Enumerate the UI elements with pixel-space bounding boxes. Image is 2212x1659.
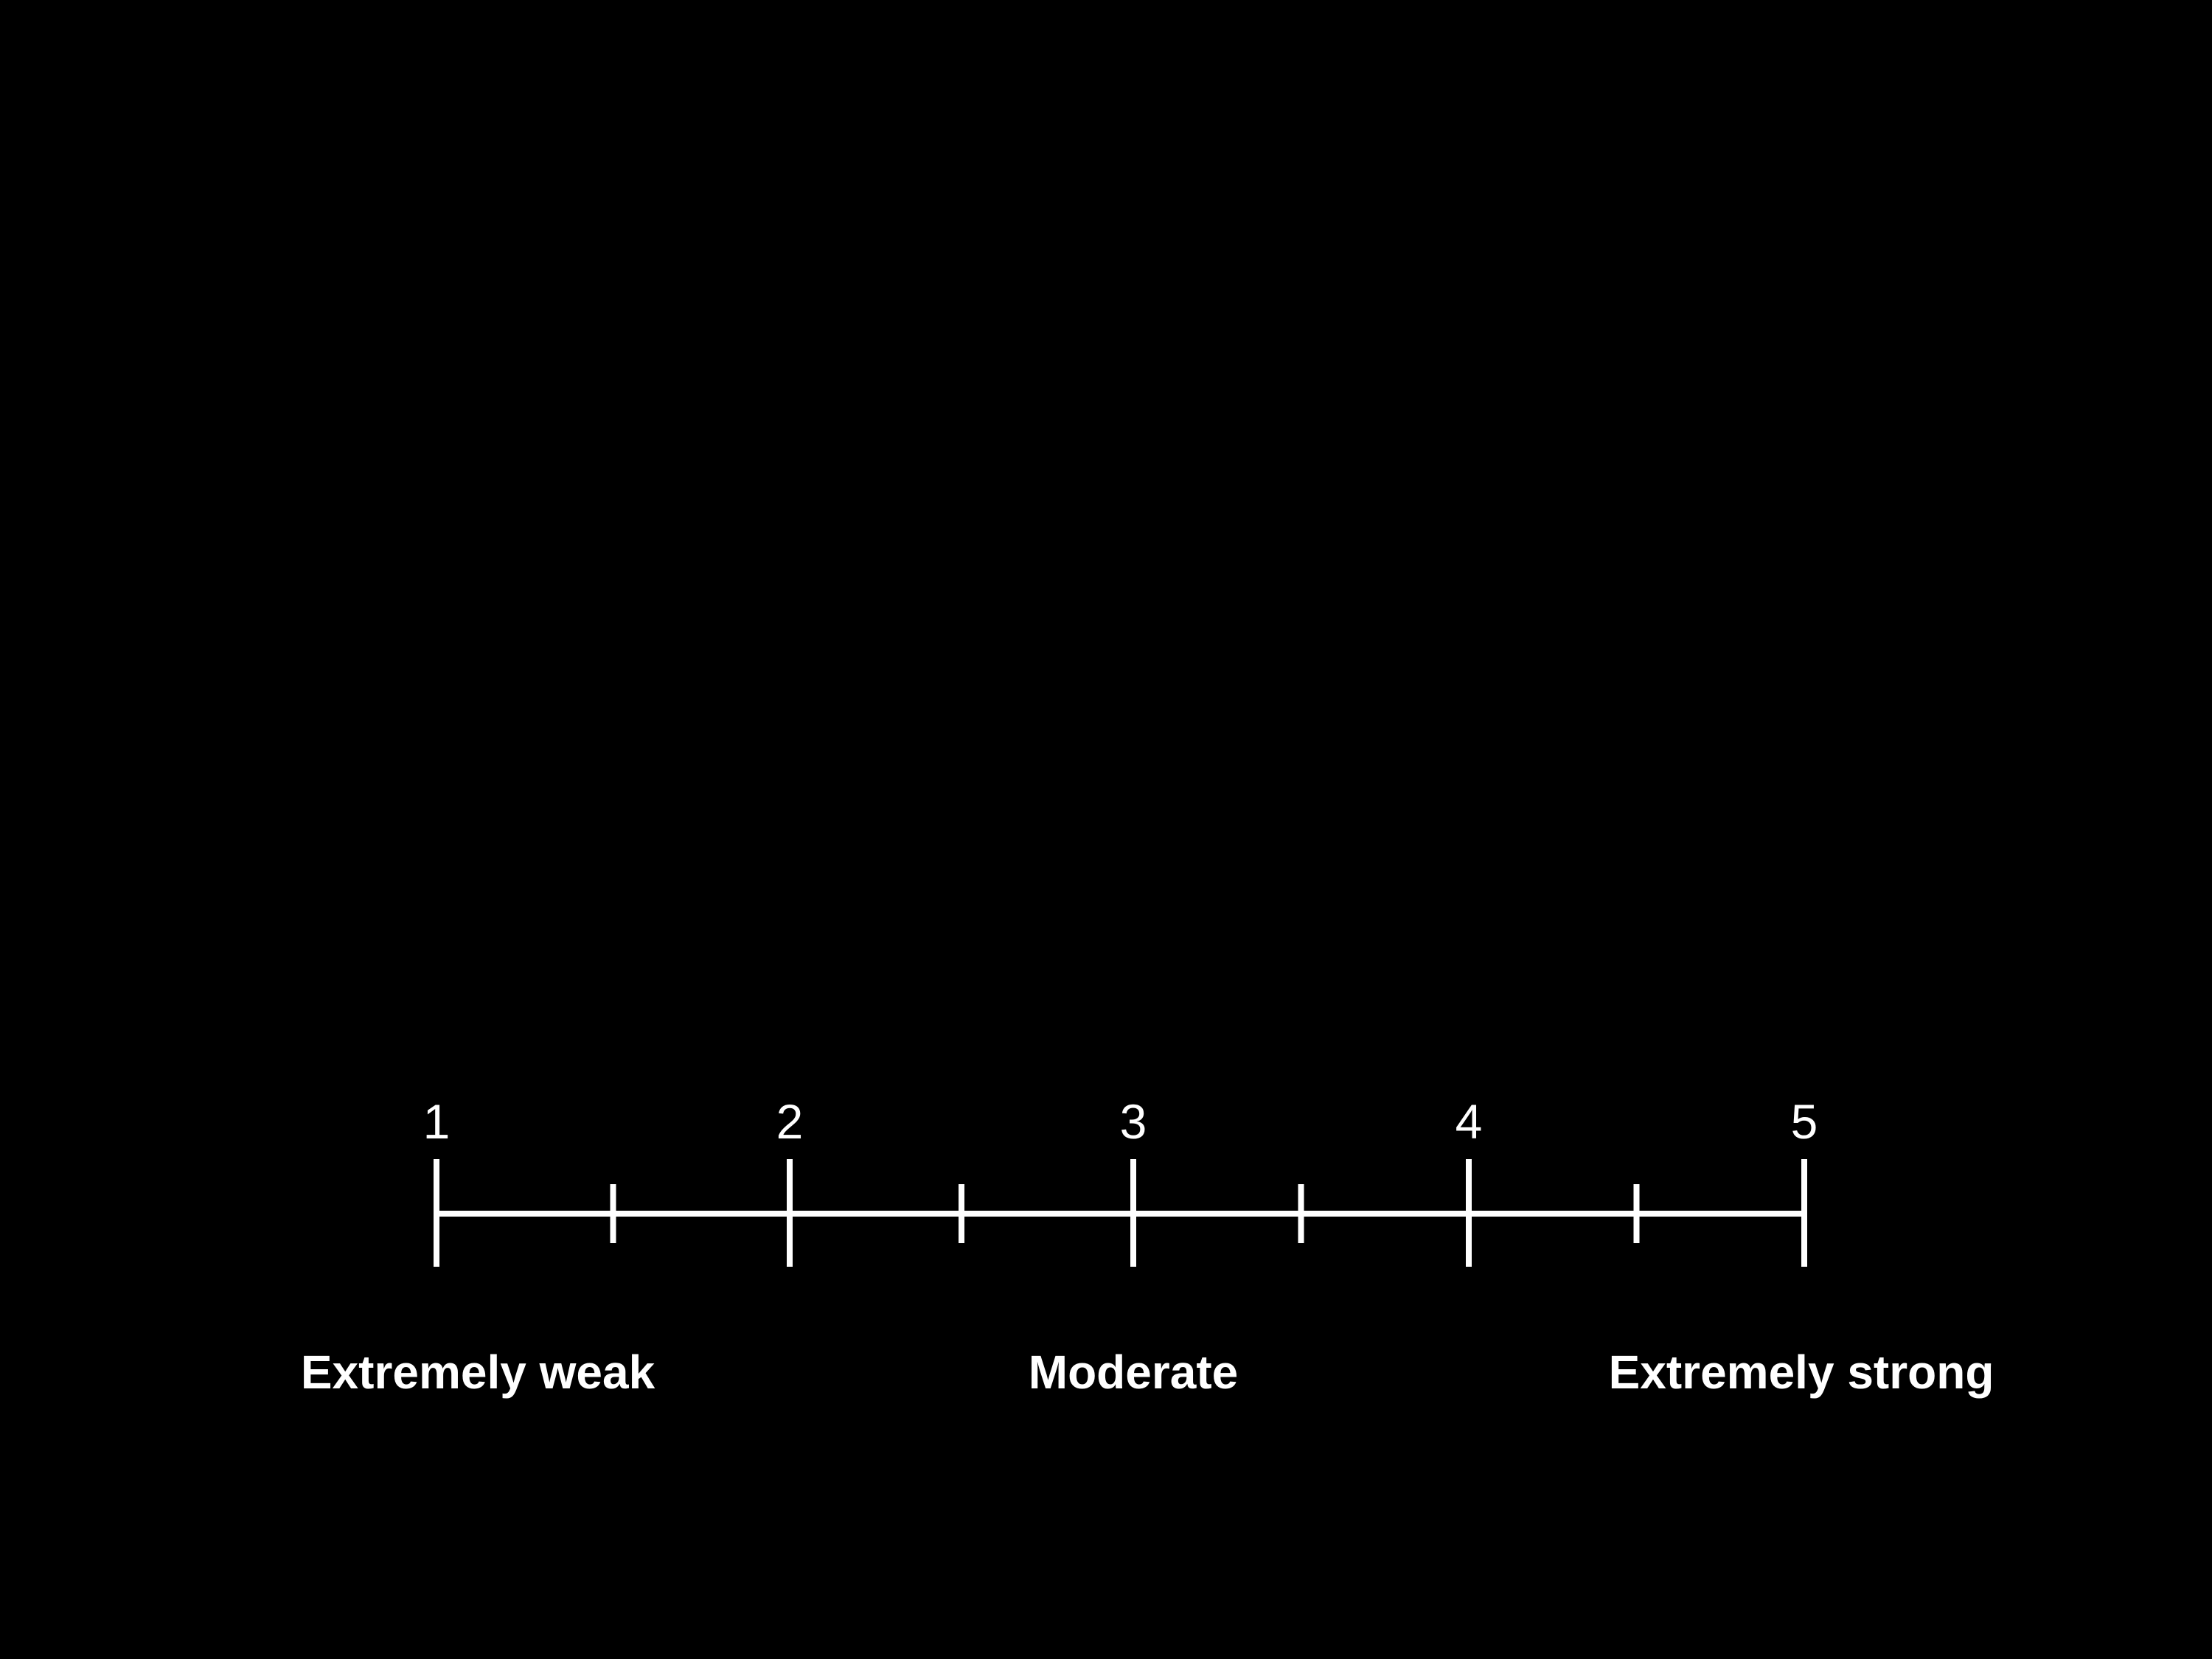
anchor-label-extremely-strong: Extremely strong — [1609, 1346, 1994, 1399]
tick-label-2: 2 — [776, 1094, 804, 1149]
anchor-label-moderate: Moderate — [1029, 1346, 1239, 1399]
tick-label-1: 1 — [423, 1094, 451, 1149]
tick-label-3: 3 — [1120, 1094, 1147, 1149]
anchor-label-extremely-weak: Extremely weak — [301, 1346, 655, 1399]
major-ticks — [434, 1159, 1807, 1267]
minor-ticks — [610, 1184, 1640, 1243]
tick-label-5: 5 — [1791, 1094, 1818, 1149]
tick-label-4: 4 — [1455, 1094, 1483, 1149]
